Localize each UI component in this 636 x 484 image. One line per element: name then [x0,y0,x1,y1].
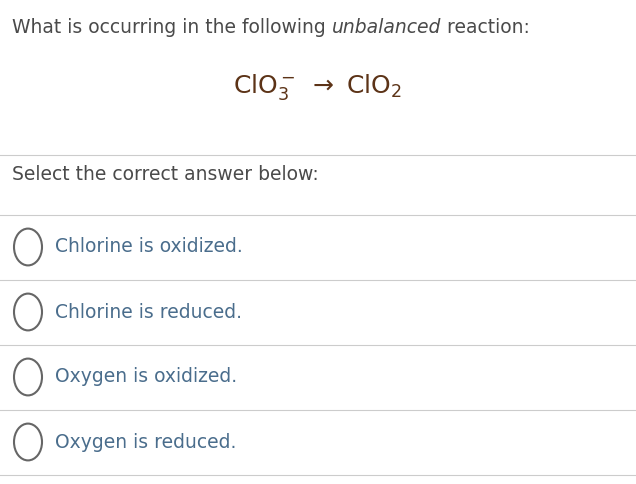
Text: Oxygen is reduced.: Oxygen is reduced. [55,433,237,452]
Text: What is occurring in the following: What is occurring in the following [12,18,332,37]
Text: Select the correct answer below:: Select the correct answer below: [12,165,319,184]
Text: reaction:: reaction: [441,18,530,37]
Text: Chlorine is reduced.: Chlorine is reduced. [55,302,242,321]
Text: unbalanced: unbalanced [332,18,441,37]
Text: $\mathrm{ClO_3^-\ \rightarrow\ ClO_2}$: $\mathrm{ClO_3^-\ \rightarrow\ ClO_2}$ [233,72,403,102]
Text: Oxygen is oxidized.: Oxygen is oxidized. [55,367,237,387]
Text: Chlorine is oxidized.: Chlorine is oxidized. [55,238,243,257]
